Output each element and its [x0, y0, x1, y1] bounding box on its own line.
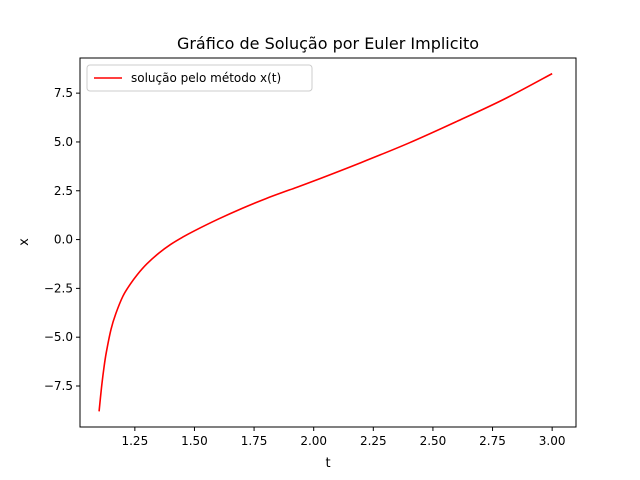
- y-tick-label: −5.0: [44, 330, 73, 344]
- y-tick-label: 2.5: [54, 184, 73, 198]
- y-tick-label: 5.0: [54, 135, 73, 149]
- y-tick-label: −2.5: [44, 281, 73, 295]
- chart-title: Gráfico de Solução por Euler Implicito: [177, 34, 479, 53]
- x-axis-label: t: [325, 456, 330, 471]
- x-tick-label: 1.25: [121, 434, 148, 448]
- x-tick-label: 1.75: [241, 434, 268, 448]
- legend-box: [86, 64, 313, 92]
- x-tick-label: 3.00: [539, 434, 566, 448]
- plot-area: [98, 72, 553, 412]
- x-tick-label: 2.00: [300, 434, 327, 448]
- y-axis-label: x: [17, 238, 32, 246]
- y-tick-label: 7.5: [54, 86, 73, 100]
- y-tick-label: −7.5: [44, 379, 73, 393]
- axes-frame: [79, 57, 577, 428]
- x-tick-label: 2.75: [479, 434, 506, 448]
- legend-label-0: solução pelo método x(t): [131, 71, 281, 85]
- x-tick-label: 2.50: [420, 434, 447, 448]
- series-line-0: [98, 72, 553, 412]
- axis-ticks: 1.25 1.50 1.75 2.00 2.25 2.50 2.75 3.00 −7.5 −5.0…: [44, 86, 566, 448]
- x-tick-label: 2.25: [360, 434, 387, 448]
- x-tick-label: 1.50: [181, 434, 208, 448]
- legend: solução pelo método x(t): [86, 64, 313, 92]
- y-tick-label: 0.0: [54, 233, 73, 247]
